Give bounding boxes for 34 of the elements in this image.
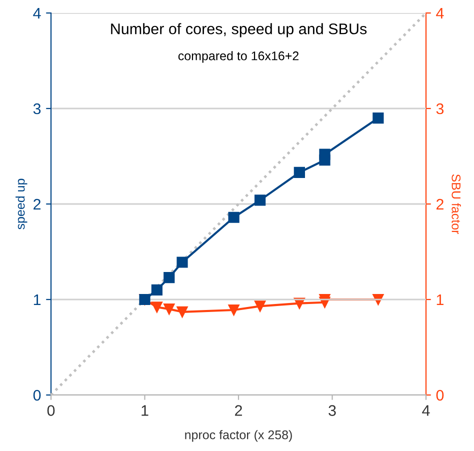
x-tick-label: 0	[47, 405, 55, 416]
point	[254, 300, 266, 312]
point	[319, 148, 330, 160]
text: Number of cores, speed up and SBUs	[111, 23, 367, 38]
point	[254, 194, 266, 206]
y-tick-label: 2	[34, 198, 41, 210]
y2-tick-label: 1	[436, 294, 444, 306]
y-tick-label: 4	[33, 8, 41, 19]
y2-tick-label: 3	[436, 103, 444, 114]
text: compared to 16x16+2	[178, 51, 299, 63]
point	[228, 304, 240, 316]
x-tick-label: 3	[328, 405, 336, 416]
y2-tick-label: 0	[436, 390, 444, 401]
point	[176, 256, 188, 268]
point	[151, 302, 162, 313]
y-tick-label: 3	[33, 103, 41, 114]
y2-tick-label: 4	[436, 8, 444, 19]
y-tick-label: 0	[33, 390, 41, 401]
point	[294, 166, 305, 178]
y-tick-label: 1	[34, 294, 41, 306]
x-axis-title: nproc factor (x 258)	[185, 430, 292, 442]
point	[228, 212, 240, 223]
point	[372, 294, 384, 306]
x-tick-label: 4	[422, 405, 430, 416]
point	[164, 272, 175, 284]
point	[151, 284, 162, 296]
x-tick-label: 1	[142, 405, 148, 416]
point	[164, 303, 175, 315]
y2-tick-label: 2	[436, 198, 444, 210]
point	[176, 306, 188, 318]
y-axis-title: speed up	[16, 178, 28, 230]
point	[372, 112, 384, 124]
x-tick-label: 2	[235, 405, 242, 416]
y2-axis-title: SBU factor	[452, 174, 461, 234]
